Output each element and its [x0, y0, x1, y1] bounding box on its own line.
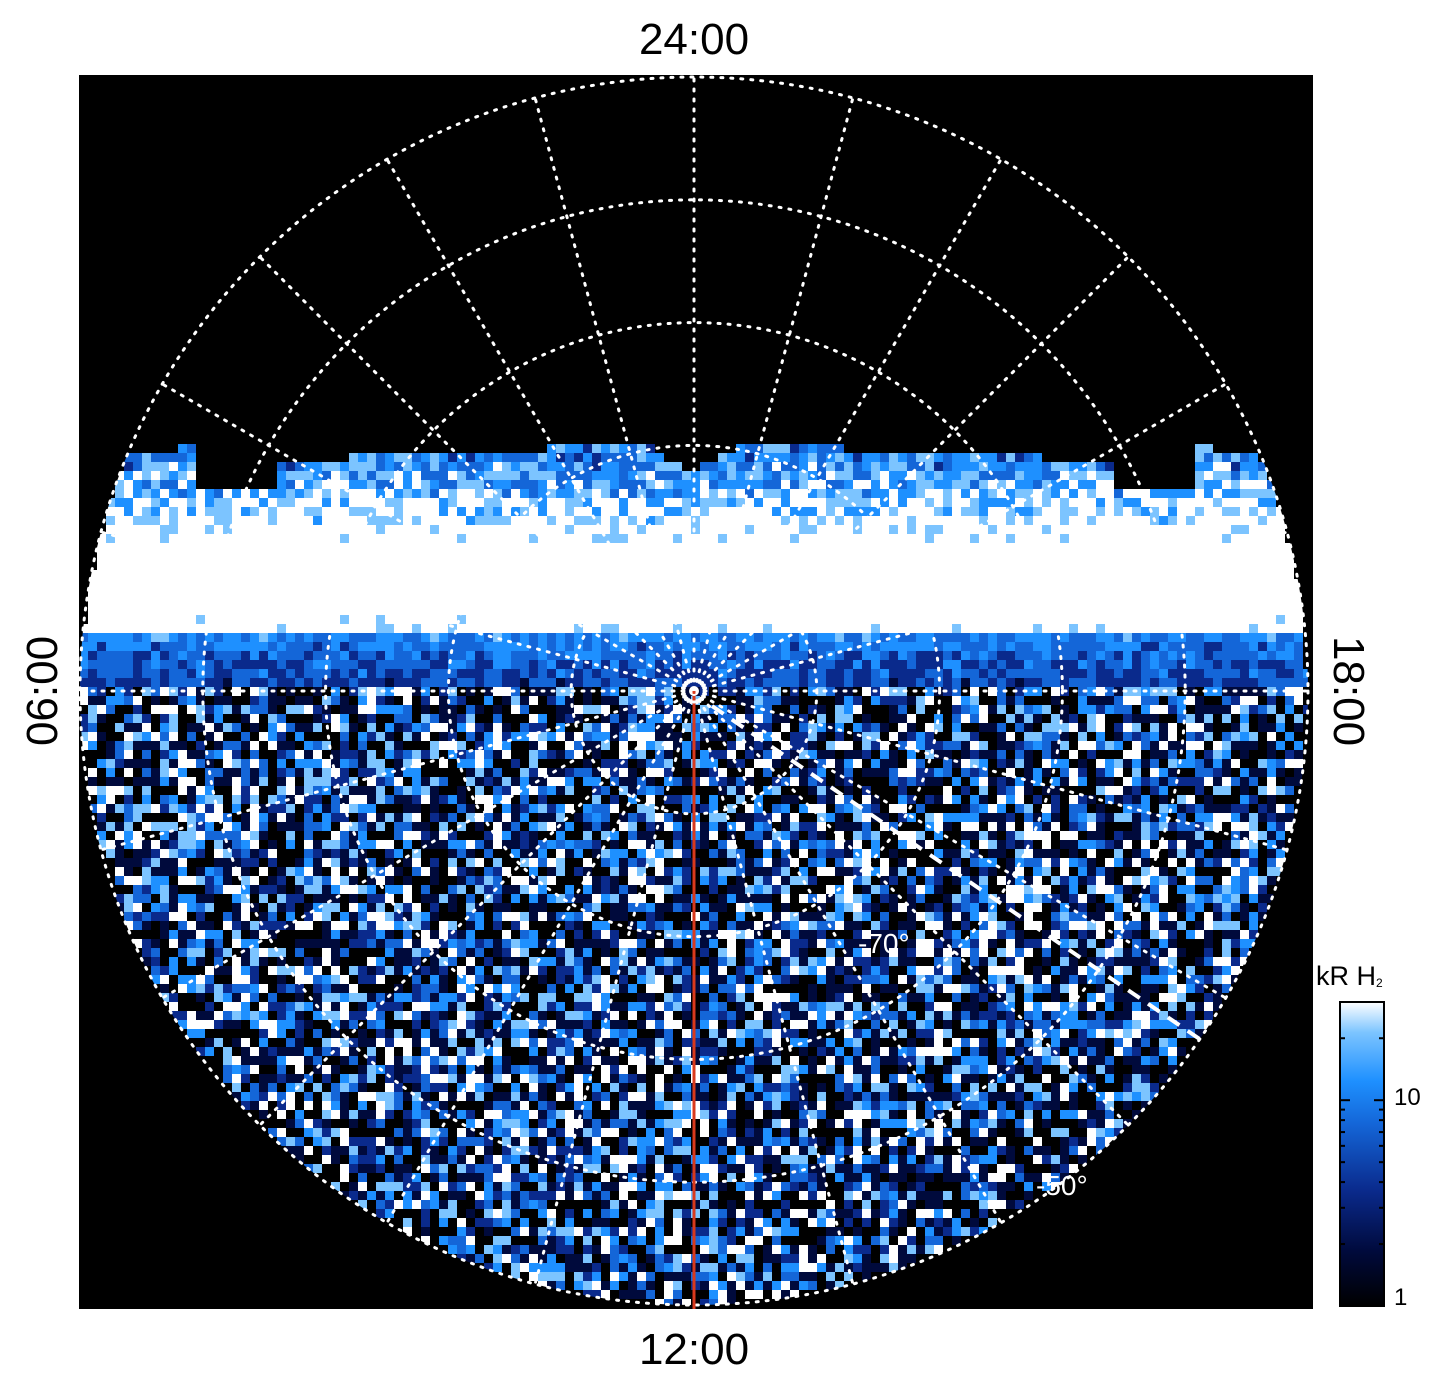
meridian-line — [385, 689, 696, 1225]
meridian-line — [692, 382, 1228, 693]
meridian-line — [692, 689, 1228, 1000]
latitude-circle-outer — [78, 75, 1310, 1307]
meridian-line — [533, 689, 696, 1286]
pole-marker-inner — [689, 686, 699, 696]
meridian-line — [692, 689, 1130, 1127]
latitude-longitude-grid — [78, 75, 1310, 1307]
meridian-line — [692, 96, 855, 693]
meridian-line — [99, 689, 696, 852]
meridian-line — [692, 689, 1289, 852]
colorbar-gradient — [1339, 1001, 1385, 1307]
colorbar-title-subscript: 2 — [1376, 976, 1383, 990]
latitude-label-50: -50° — [1036, 1170, 1088, 1201]
meridian-line — [99, 530, 696, 693]
colorbar-title: kR H2 — [1316, 963, 1383, 990]
meridian-line — [692, 530, 1289, 693]
dashed-reference-line — [710, 704, 1206, 1044]
local-time-label-right: 18:00 — [1324, 635, 1373, 747]
colorbar-ticks — [1340, 1001, 1384, 1307]
pole-marker-outer — [681, 678, 707, 704]
local-time-label-left: 06:00 — [18, 635, 67, 747]
meridian-line — [692, 157, 1003, 693]
meridian-line — [258, 689, 696, 1127]
latitude-circle — [324, 321, 1064, 1061]
meridian-line — [533, 96, 696, 693]
colorbar-tick-label-10: 10 — [1394, 1084, 1421, 1111]
colorbar — [1339, 1001, 1385, 1307]
meridian-line — [692, 689, 1003, 1225]
latitude-label-70: -70° — [858, 928, 910, 959]
meridian-line — [385, 157, 696, 693]
meridian-line — [692, 689, 855, 1286]
local-time-label-top: 24:00 — [638, 15, 750, 64]
local-time-label-bottom: 12:00 — [638, 1325, 750, 1374]
meridian-line — [160, 689, 696, 1000]
latitude-circle — [446, 443, 942, 939]
emission-pixels — [80, 444, 1308, 1305]
colorbar-tick-label-1: 1 — [1394, 1284, 1408, 1311]
meridian-line — [160, 382, 696, 693]
colorbar-title-text: kR H — [1316, 961, 1376, 991]
meridian-line — [258, 255, 696, 693]
auroral-emission-map — [80, 444, 1308, 1305]
meridian-line — [692, 255, 1130, 693]
